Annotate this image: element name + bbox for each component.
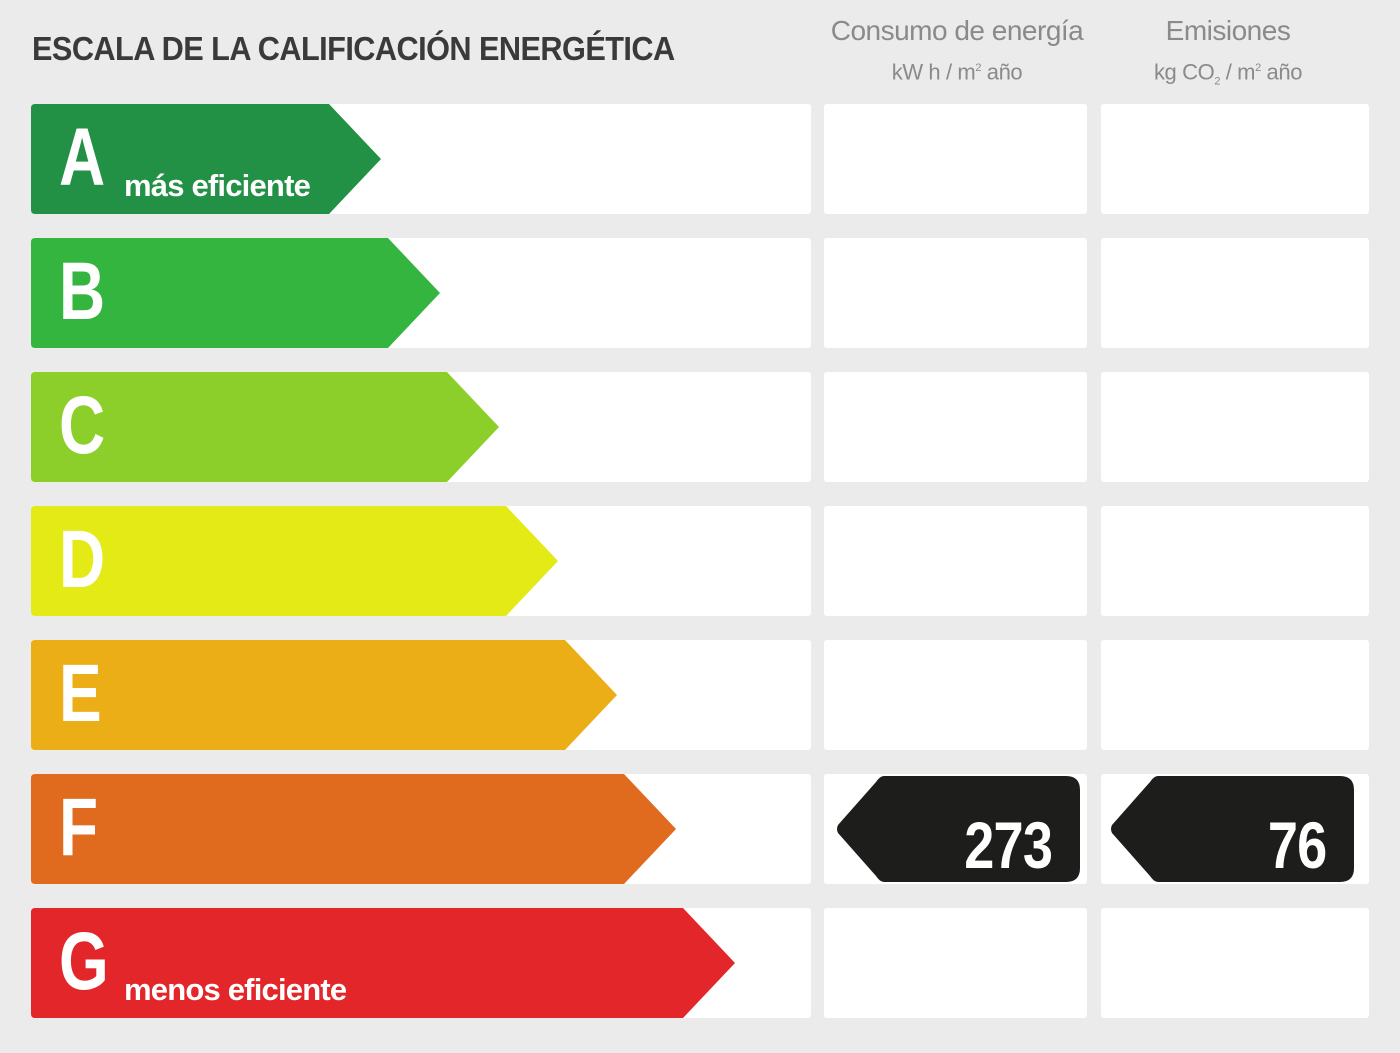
rating-arrow-f-shape <box>31 774 676 884</box>
emisiones-cell-b <box>1101 238 1369 348</box>
rating-sublabel-g: menos eficiente <box>124 972 347 1007</box>
rating-letter-e: E <box>59 648 102 739</box>
rating-arrow-g-shape <box>31 908 735 1018</box>
emisiones-cell-c <box>1101 372 1369 482</box>
emisiones-cell-a <box>1101 104 1369 214</box>
rating-arrow-f: F <box>31 774 676 884</box>
emisiones-cell-g <box>1101 908 1369 1018</box>
emisiones-value-badge: 76 <box>1110 776 1354 883</box>
rating-arrow-f-fill <box>31 774 676 884</box>
emisiones-cell-d <box>1101 506 1369 616</box>
rating-arrow-d-shape <box>31 506 558 616</box>
rating-arrow-e: E <box>31 640 617 750</box>
consumo-value-badge-shape <box>837 776 1080 882</box>
consumo-value: 273 <box>964 808 1053 882</box>
rating-arrow-c-fill <box>31 372 499 482</box>
emisiones-column-header: Emisiones kg CO2 / m2 año <box>1097 16 1359 94</box>
rating-arrow-d: D <box>31 506 558 616</box>
consumo-cell-g <box>824 908 1087 1018</box>
rating-arrow-e-shape <box>31 640 617 750</box>
emisiones-value-badge-fill <box>1111 776 1354 882</box>
rating-arrow-c: C <box>31 372 499 482</box>
rating-letter-d: D <box>59 514 106 605</box>
consumo-value-badge: 273 <box>836 776 1080 883</box>
rating-arrow-b-shape <box>31 238 440 348</box>
emisiones-value-badge-shape <box>1111 776 1354 882</box>
rating-arrow-d-fill <box>31 506 558 616</box>
rating-arrow-b-fill <box>31 238 440 348</box>
rating-arrow-b: B <box>31 238 440 348</box>
rating-sublabel-a: más eficiente <box>124 168 311 203</box>
rating-letter-f: F <box>59 782 99 873</box>
consumo-cell-e <box>824 640 1087 750</box>
consumo-cell-c <box>824 372 1087 482</box>
emisiones-cell-e <box>1101 640 1369 750</box>
consumo-column-title: Consumo de energía <box>830 15 1084 46</box>
consumo-cell-d <box>824 506 1087 616</box>
emisiones-value: 76 <box>1267 808 1326 882</box>
rating-arrow-g-fill <box>31 908 735 1018</box>
consumo-column-header: Consumo de energía kW h / m2 año <box>822 16 1092 84</box>
rating-letter-a: A <box>59 112 106 203</box>
rating-letter-c: C <box>59 380 106 471</box>
emisiones-column-unit: kg CO2 / m2 año <box>1153 59 1303 88</box>
consumo-value-badge-fill <box>837 776 1080 882</box>
consumo-column-unit: kW h / m2 año <box>891 59 1023 85</box>
rating-arrow-c-shape <box>31 372 499 482</box>
page-title: ESCALA DE LA CALIFICACIÓN ENERGÉTICA <box>32 30 675 67</box>
emisiones-column-title: Emisiones <box>1165 15 1291 46</box>
rating-arrow-a-fill <box>31 104 381 214</box>
consumo-cell-b <box>824 238 1087 348</box>
rating-arrow-a-shape <box>31 104 381 214</box>
rating-letter-g: G <box>59 916 109 1007</box>
rating-arrow-e-fill <box>31 640 617 750</box>
rating-letter-b: B <box>59 246 106 337</box>
consumo-cell-a <box>824 104 1087 214</box>
